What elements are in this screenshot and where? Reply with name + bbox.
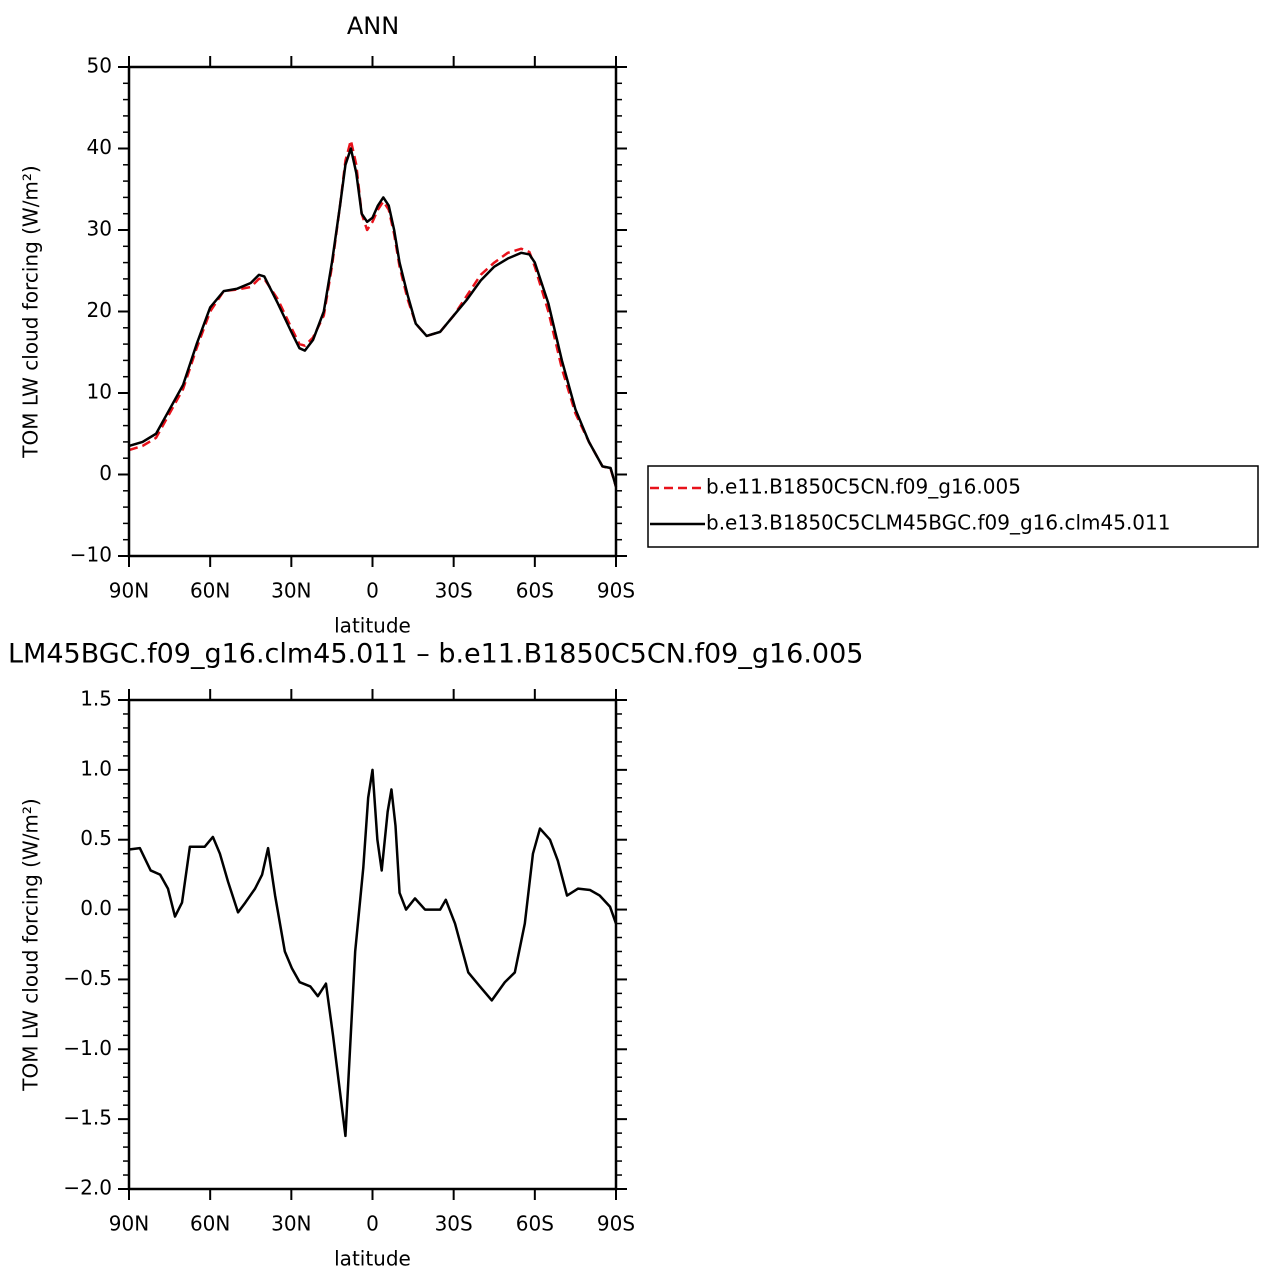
x-axis-label: latitude: [334, 614, 411, 638]
chart-title: ANN: [347, 12, 399, 40]
data-line: [128, 768, 618, 1138]
x-tick-label: 90S: [597, 1212, 635, 1236]
y-axis-label: TOM LW cloud forcing (W/m²): [19, 165, 43, 459]
x-tick-label: 0: [366, 1212, 379, 1236]
plot-frame: [127, 65, 618, 558]
data-line: [128, 139, 618, 488]
y-tick-label: 40: [87, 135, 112, 159]
x-tick-label: 30N: [271, 1212, 311, 1236]
legend-box: [647, 465, 1259, 548]
x-axis-label: latitude: [334, 1247, 411, 1271]
y-tick-label: −1.0: [63, 1036, 112, 1060]
y-tick-label: 0.5: [80, 826, 112, 850]
y-tick-label: −1.5: [63, 1106, 112, 1130]
legend-label: b.e11.B1850C5CN.f09_g16.005: [706, 475, 1021, 499]
y-tick-label: −10: [70, 543, 112, 567]
x-tick-label: 60S: [516, 579, 554, 603]
y-tick-label: −2.0: [63, 1176, 112, 1200]
x-tick-label: 60N: [190, 1212, 230, 1236]
y-tick-label: 10: [87, 380, 112, 404]
x-tick-label: 30S: [435, 579, 473, 603]
data-line: [128, 147, 618, 488]
x-tick-label: 0: [366, 579, 379, 603]
x-tick-label: 30S: [435, 1212, 473, 1236]
y-tick-label: 0: [99, 461, 112, 485]
x-tick-label: 90N: [109, 1212, 149, 1236]
chart-title: LM45BGC.f09_g16.clm45.011 – b.e11.B1850C…: [8, 639, 863, 670]
y-tick-label: 0.0: [80, 896, 112, 920]
y-tick-label: −0.5: [63, 966, 112, 990]
x-tick-label: 90N: [109, 579, 149, 603]
x-tick-label: 90S: [597, 579, 635, 603]
y-tick-label: 30: [87, 217, 112, 241]
plot-frame: [127, 698, 618, 1191]
legend-label: b.e13.B1850C5CLM45BGC.f09_g16.clm45.011: [706, 511, 1170, 535]
y-axis-label: TOM LW cloud forcing (W/m²): [19, 798, 43, 1092]
x-tick-label: 30N: [271, 579, 311, 603]
x-tick-label: 60N: [190, 579, 230, 603]
y-tick-label: 20: [87, 298, 112, 322]
y-tick-label: 1.5: [80, 687, 112, 711]
x-tick-label: 60S: [516, 1212, 554, 1236]
y-tick-label: 1.0: [80, 756, 112, 780]
y-tick-label: 50: [87, 54, 112, 78]
